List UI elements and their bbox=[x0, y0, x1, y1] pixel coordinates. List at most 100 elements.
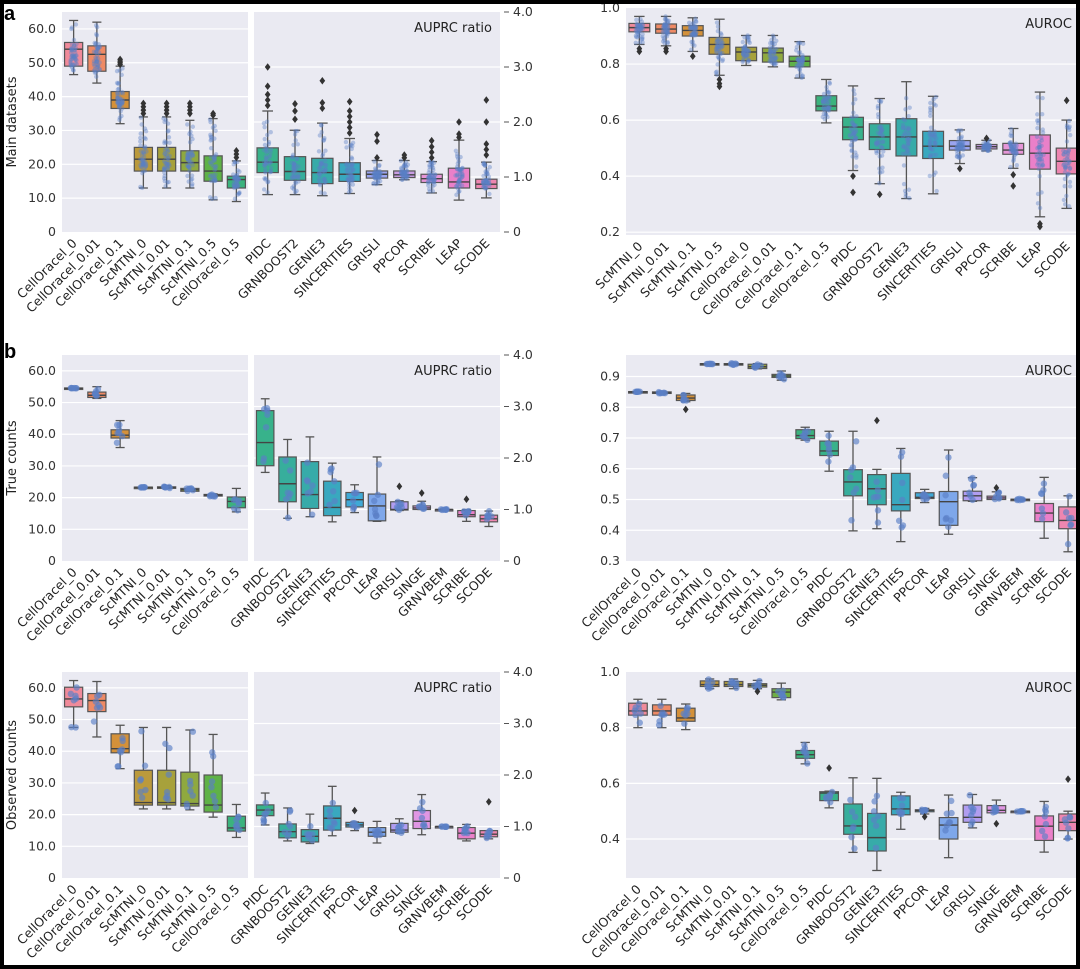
data-point bbox=[634, 26, 640, 31]
data-point bbox=[190, 124, 196, 129]
data-point bbox=[715, 28, 721, 34]
data-point bbox=[140, 161, 145, 166]
data-point bbox=[442, 506, 450, 513]
data-point bbox=[772, 62, 777, 67]
data-point bbox=[264, 156, 269, 161]
data-point bbox=[307, 488, 314, 495]
y-tick-label-right: 2.0 bbox=[513, 450, 533, 465]
data-point bbox=[729, 678, 736, 686]
data-point bbox=[1064, 173, 1070, 178]
data-point bbox=[800, 54, 805, 60]
data-point bbox=[799, 75, 804, 81]
data-point bbox=[720, 57, 726, 62]
data-point bbox=[291, 168, 297, 174]
data-point bbox=[138, 163, 143, 168]
data-point bbox=[372, 166, 378, 171]
data-point bbox=[167, 140, 172, 145]
data-point bbox=[823, 97, 828, 103]
data-point bbox=[119, 113, 124, 119]
data-point bbox=[985, 144, 990, 149]
data-point bbox=[94, 49, 99, 55]
data-point bbox=[115, 95, 120, 101]
data-point bbox=[851, 131, 857, 137]
data-point bbox=[768, 57, 773, 62]
data-point bbox=[142, 161, 147, 166]
data-point bbox=[293, 181, 299, 186]
data-point bbox=[904, 95, 909, 101]
data-point bbox=[927, 154, 933, 160]
data-point bbox=[824, 97, 830, 102]
data-point bbox=[847, 132, 853, 137]
data-point bbox=[665, 40, 670, 46]
data-point bbox=[692, 30, 697, 36]
data-point bbox=[1008, 143, 1014, 149]
data-point bbox=[260, 458, 267, 465]
data-point bbox=[68, 63, 73, 68]
data-point bbox=[954, 154, 960, 159]
data-point bbox=[1014, 143, 1019, 148]
data-point bbox=[374, 175, 379, 180]
data-point bbox=[486, 174, 492, 179]
data-point bbox=[1011, 145, 1016, 150]
data-point bbox=[1040, 480, 1048, 487]
data-point bbox=[741, 46, 747, 51]
data-point bbox=[69, 46, 74, 51]
data-point bbox=[116, 105, 122, 110]
data-point bbox=[394, 498, 402, 505]
data-point bbox=[986, 146, 991, 151]
data-point bbox=[71, 53, 76, 58]
data-point bbox=[235, 168, 240, 173]
data-point bbox=[163, 154, 168, 160]
outlier-point bbox=[264, 90, 271, 99]
data-point bbox=[1040, 95, 1045, 101]
data-point bbox=[350, 174, 356, 179]
data-point bbox=[795, 57, 800, 62]
data-point bbox=[331, 478, 338, 485]
data-point bbox=[826, 451, 834, 458]
data-point bbox=[666, 18, 671, 23]
y-tick-label: 30.0 bbox=[28, 122, 56, 137]
data-point bbox=[345, 177, 350, 182]
data-point bbox=[849, 143, 855, 149]
data-point bbox=[428, 180, 433, 185]
data-point bbox=[95, 701, 102, 709]
data-point bbox=[263, 161, 269, 167]
data-point bbox=[162, 167, 167, 172]
data-point bbox=[190, 153, 196, 158]
data-point bbox=[771, 49, 777, 55]
data-point bbox=[164, 146, 169, 151]
data-point bbox=[665, 27, 670, 32]
data-point bbox=[291, 172, 297, 177]
data-point bbox=[879, 124, 884, 130]
data-point bbox=[851, 115, 856, 120]
data-point bbox=[403, 173, 409, 178]
data-point bbox=[119, 737, 126, 745]
data-point bbox=[232, 175, 238, 181]
data-point bbox=[459, 183, 465, 188]
data-point bbox=[372, 512, 380, 520]
data-point bbox=[796, 50, 802, 56]
data-point bbox=[293, 128, 298, 134]
outlier-point bbox=[292, 100, 298, 108]
data-point bbox=[746, 50, 752, 55]
data-point bbox=[235, 180, 240, 185]
data-point bbox=[94, 59, 100, 64]
data-point bbox=[69, 57, 74, 62]
data-point bbox=[483, 162, 488, 167]
data-point bbox=[71, 37, 77, 43]
figure: a b 0 10.0 20.0 30.0 40.0 50.0 60.0 0 1.0 2.0 3.0 4… bbox=[4, 4, 1076, 965]
box-ppcor bbox=[975, 134, 998, 154]
data-point bbox=[895, 517, 903, 524]
data-point bbox=[871, 798, 878, 805]
data-point bbox=[263, 165, 268, 171]
y-tick-label-right: 3.0 bbox=[513, 716, 533, 731]
data-point bbox=[901, 117, 906, 122]
data-point bbox=[903, 194, 908, 199]
data-point bbox=[91, 59, 97, 64]
data-point bbox=[966, 489, 973, 496]
y-axis-label: Main datasets bbox=[5, 76, 20, 167]
data-point bbox=[188, 150, 193, 156]
data-point bbox=[481, 184, 486, 190]
data-point bbox=[1039, 138, 1044, 143]
data-point bbox=[693, 25, 698, 31]
